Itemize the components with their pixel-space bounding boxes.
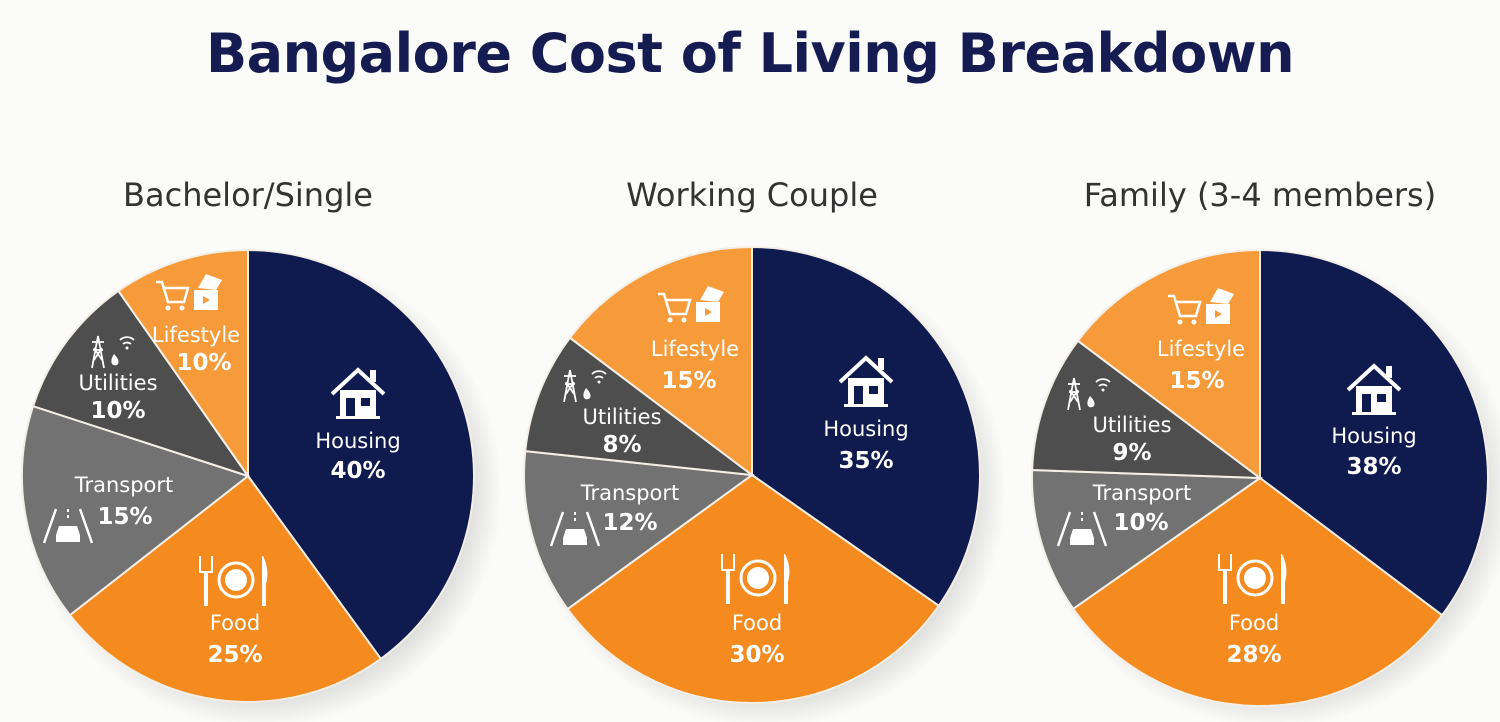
pie-slice-housing xyxy=(247,248,475,661)
pie-slice-utilities xyxy=(31,289,251,478)
slice-label-utilities: Utilities 8% xyxy=(563,369,662,458)
slice-label-transport: Transport 12% xyxy=(549,481,680,547)
plate-fork-knife-icon xyxy=(199,556,268,606)
svg-text:Lifestyle: Lifestyle xyxy=(651,337,739,361)
svg-text:12%: 12% xyxy=(602,510,657,536)
plate-fork-knife-icon xyxy=(1218,554,1287,604)
power-tower-water-wifi-icon xyxy=(91,335,135,369)
svg-text:15%: 15% xyxy=(1169,368,1224,394)
svg-text:Transport: Transport xyxy=(1092,481,1192,505)
svg-text:35%: 35% xyxy=(838,448,893,474)
svg-text:Food: Food xyxy=(732,611,782,635)
slice-label-food: Food 30% xyxy=(721,554,790,668)
svg-text:10%: 10% xyxy=(176,350,231,376)
plate-fork-knife-icon xyxy=(721,554,790,604)
svg-text:Lifestyle: Lifestyle xyxy=(1157,337,1245,361)
slice-label-lifestyle: Lifestyle 15% xyxy=(1157,288,1245,394)
chart-subtitle-couple: Working Couple xyxy=(626,176,878,214)
slice-label-transport: Transport 15% xyxy=(42,473,174,544)
slice-label-utilities: Utilities 9% xyxy=(1067,377,1172,466)
pie-slice-food xyxy=(566,473,941,704)
svg-text:15%: 15% xyxy=(661,368,716,394)
house-icon xyxy=(330,367,386,419)
pie-slice-transport xyxy=(523,450,755,611)
slice-label-lifestyle: Lifestyle 15% xyxy=(651,286,739,394)
svg-text:38%: 38% xyxy=(1346,454,1401,480)
page-title: Bangalore Cost of Living Breakdown xyxy=(205,22,1295,85)
slice-label-food: Food 28% xyxy=(1218,554,1287,668)
pie-slice-housing xyxy=(751,245,981,608)
pie-slice-transport xyxy=(1031,469,1264,611)
cart-tickets-icon xyxy=(1168,288,1234,325)
power-tower-water-wifi-icon xyxy=(1067,377,1111,411)
svg-text:Housing: Housing xyxy=(1331,424,1416,448)
svg-text:Housing: Housing xyxy=(823,417,908,441)
slice-label-food: Food 25% xyxy=(199,556,268,668)
svg-text:Food: Food xyxy=(1229,611,1279,635)
svg-text:Housing: Housing xyxy=(315,429,400,453)
slice-label-housing: Housing 38% xyxy=(1331,363,1417,480)
pie-slice-food xyxy=(68,474,383,703)
svg-text:Utilities: Utilities xyxy=(1092,413,1171,437)
svg-text:40%: 40% xyxy=(330,458,385,484)
svg-text:25%: 25% xyxy=(207,642,262,668)
svg-text:8%: 8% xyxy=(602,432,641,458)
svg-text:Utilities: Utilities xyxy=(78,371,157,395)
svg-text:Lifestyle: Lifestyle xyxy=(152,323,240,347)
slice-label-transport: Transport 10% xyxy=(1056,481,1192,547)
pie-slice-food xyxy=(1071,476,1444,707)
car-road-icon xyxy=(42,508,94,544)
pie-slice-housing xyxy=(1259,248,1489,617)
svg-text:10%: 10% xyxy=(1113,510,1168,536)
svg-text:9%: 9% xyxy=(1112,440,1151,466)
svg-text:30%: 30% xyxy=(729,642,784,668)
svg-text:28%: 28% xyxy=(1226,642,1281,668)
pie-slice-utilities xyxy=(1031,339,1264,480)
cart-tickets-icon xyxy=(658,286,724,323)
pie-slice-utilities xyxy=(524,336,756,477)
svg-text:Food: Food xyxy=(210,611,260,635)
svg-text:10%: 10% xyxy=(90,398,145,424)
house-icon xyxy=(838,355,894,407)
chart-subtitle-family: Family (3-4 members) xyxy=(1083,176,1437,214)
svg-text:Transport: Transport xyxy=(74,473,174,497)
cart-tickets-icon xyxy=(156,274,222,311)
pie-slices xyxy=(523,245,981,704)
slice-label-utilities: Utilities 10% xyxy=(78,335,158,424)
svg-text:Transport: Transport xyxy=(580,481,680,505)
slice-label-housing: Housing 40% xyxy=(315,367,401,484)
slice-label-lifestyle: Lifestyle 10% xyxy=(152,274,240,376)
car-road-icon xyxy=(1056,511,1108,547)
car-road-icon xyxy=(549,511,601,547)
svg-text:15%: 15% xyxy=(97,504,152,530)
house-icon xyxy=(1346,363,1402,415)
pie-slices xyxy=(1031,248,1489,707)
svg-text:Utilities: Utilities xyxy=(582,405,661,429)
slice-label-housing: Housing 35% xyxy=(823,355,909,474)
chart-subtitle-bachelor: Bachelor/Single xyxy=(123,176,373,214)
power-tower-water-wifi-icon xyxy=(563,369,607,403)
